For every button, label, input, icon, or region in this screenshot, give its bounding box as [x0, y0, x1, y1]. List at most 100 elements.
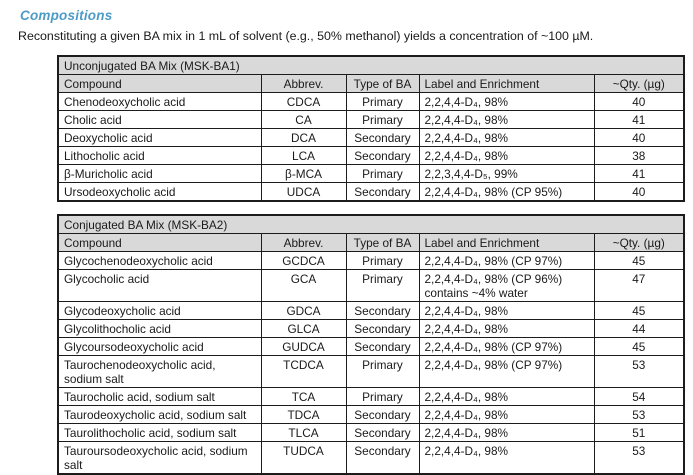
label-cell: 2,2,4,4-D₄, 98% (CP 96%) contains ~4% wa… [418, 269, 595, 302]
abbrev-cell: GDCA [260, 301, 347, 320]
compound-cell: Glycodeoxycholic acid [57, 301, 262, 320]
table-conjugated-ba-mix: Conjugated BA Mix (MSK-BA2) Compound Abb… [57, 214, 686, 475]
compound-cell: Glycoursodeoxycholic acid [57, 337, 262, 356]
type-cell: Primary [345, 110, 420, 129]
page-title: Compositions [20, 8, 113, 23]
compound-cell: Taurodeoxycholic acid, sodium salt [57, 405, 262, 424]
intro-text: Reconstituting a given BA mix in 1 mL of… [18, 29, 594, 43]
type-cell: Primary [345, 92, 420, 111]
col-header-qty: ~Qty. (µg) [593, 233, 685, 252]
compound-cell: Taurocholic acid, sodium salt [57, 387, 262, 406]
type-cell: Secondary [345, 405, 420, 424]
abbrev-cell: GCDCA [260, 251, 347, 270]
col-header-compound: Compound [57, 74, 262, 93]
label-cell: 2,2,4,4-D₄, 98% [418, 110, 595, 129]
qty-cell: 54 [593, 387, 685, 406]
qty-cell: 51 [593, 423, 685, 442]
qty-cell: 44 [593, 319, 685, 338]
abbrev-cell: TUDCA [260, 441, 347, 475]
qty-cell: 45 [593, 337, 685, 356]
col-header-type-of-ba: Type of BA [345, 74, 420, 93]
table-row: Glycochenodeoxycholic acid GCDCA Primary 2,… [57, 251, 685, 270]
abbrev-cell: UDCA [260, 182, 347, 202]
qty-cell: 41 [593, 110, 685, 129]
table-header-row: Compound Abbrev. Type of BA Label and En… [57, 233, 685, 252]
abbrev-cell: GCA [260, 269, 347, 302]
table-row: Taurocholic acid, sodium salt TCA Primary 2… [57, 387, 685, 406]
type-cell: Secondary [345, 146, 420, 165]
table-row: Chenodeoxycholic acid CDCA Primary 2,2,4,4-… [57, 92, 685, 111]
compound-cell: Glycolithocholic acid [57, 319, 262, 338]
table-title-row: Unconjugated BA Mix (MSK-BA1) [57, 55, 685, 75]
table-header-row: Compound Abbrev. Type of BA Label and En… [57, 74, 685, 93]
table-row: Taurodeoxycholic acid, sodium salt TDCA Se… [57, 405, 685, 424]
abbrev-cell: DCA [260, 128, 347, 147]
compound-cell: Glycochenodeoxycholic acid [57, 251, 262, 270]
label-cell: 2,2,4,4-D₄, 98% (CP 95%) [418, 182, 595, 202]
table-row: Glycodeoxycholic acid GDCA Secondary 2,2,4,… [57, 301, 685, 320]
type-cell: Secondary [345, 128, 420, 147]
abbrev-cell: LCA [260, 146, 347, 165]
col-header-type-of-ba: Type of BA [345, 233, 420, 252]
label-cell: 2,2,4,4-D₄, 98% [418, 387, 595, 406]
type-cell: Primary [345, 164, 420, 183]
label-cell: 2,2,4,4-D₄, 98% (CP 97%) [418, 355, 595, 388]
qty-cell: 40 [593, 92, 685, 111]
label-cell: 2,2,3,4,4-D₅, 99% [418, 164, 595, 183]
abbrev-cell: CA [260, 110, 347, 129]
qty-cell: 40 [593, 182, 685, 202]
label-cell: 2,2,4,4-D₄, 98% [418, 441, 595, 475]
label-cell: 2,2,4,4-D₄, 98% (CP 97%) [418, 251, 595, 270]
type-cell: Primary [345, 269, 420, 302]
type-cell: Primary [345, 387, 420, 406]
qty-cell: 45 [593, 301, 685, 320]
label-cell: 2,2,4,4-D₄, 98% [418, 319, 595, 338]
col-header-label-enrichment: Label and Enrichment [418, 233, 595, 252]
qty-cell: 40 [593, 128, 685, 147]
compound-cell: Deoxycholic acid [57, 128, 262, 147]
col-header-abbrev: Abbrev. [260, 74, 347, 93]
abbrev-cell: TDCA [260, 405, 347, 424]
abbrev-cell: TLCA [260, 423, 347, 442]
type-cell: Secondary [345, 337, 420, 356]
table-title-row: Conjugated BA Mix (MSK-BA2) [57, 214, 685, 234]
type-cell: Secondary [345, 319, 420, 338]
compound-cell: Taurolithocholic acid, sodium salt [57, 423, 262, 442]
label-cell: 2,2,4,4-D₄, 98% [418, 405, 595, 424]
table-row: Deoxycholic acid DCA Secondary 2,2,4,4-D₄, … [57, 128, 685, 147]
label-cell: 2,2,4,4-D₄, 98% [418, 146, 595, 165]
type-cell: Secondary [345, 301, 420, 320]
table-row: Taurochenodeoxycholic acid, sodium salt T… [57, 355, 685, 388]
qty-cell: 47 [593, 269, 685, 302]
label-cell: 2,2,4,4-D₄, 98% [418, 92, 595, 111]
abbrev-cell: β-MCA [260, 164, 347, 183]
col-header-abbrev: Abbrev. [260, 233, 347, 252]
abbrev-cell: GLCA [260, 319, 347, 338]
table-row: Glycolithocholic acid GLCA Secondary 2,2,4,… [57, 319, 685, 338]
label-cell: 2,2,4,4-D₄, 98% [418, 423, 595, 442]
qty-cell: 53 [593, 355, 685, 388]
qty-cell: 53 [593, 405, 685, 424]
col-header-qty: ~Qty. (µg) [593, 74, 685, 93]
qty-cell: 38 [593, 146, 685, 165]
compound-cell: Glycocholic acid [57, 269, 262, 302]
label-cell: 2,2,4,4-D₄, 98% (CP 97%) [418, 337, 595, 356]
label-cell: 2,2,4,4-D₄, 98% [418, 301, 595, 320]
compound-cell: β-Muricholic acid [57, 164, 262, 183]
compound-cell: Ursodeoxycholic acid [57, 182, 262, 202]
table-row: Glycoursodeoxycholic acid GUDCA Secondary 2… [57, 337, 685, 356]
table-row: β-Muricholic acid β-MCA Primary 2,2,3,4,4-D… [57, 164, 685, 183]
table-row: Cholic acid CA Primary 2,2,4,4-D₄, 98% 41 [57, 110, 685, 129]
abbrev-cell: CDCA [260, 92, 347, 111]
abbrev-cell: TCA [260, 387, 347, 406]
table-row: Ursodeoxycholic acid UDCA Secondary 2,2,4,4… [57, 182, 685, 202]
qty-cell: 41 [593, 164, 685, 183]
type-cell: Secondary [345, 182, 420, 202]
abbrev-cell: TCDCA [260, 355, 347, 388]
qty-cell: 45 [593, 251, 685, 270]
table-title: Unconjugated BA Mix (MSK-BA1) [57, 55, 685, 75]
table-row: Glycocholic acid GCA Primary 2,2,4,4-D₄, 98… [57, 269, 685, 302]
type-cell: Primary [345, 251, 420, 270]
table-unconjugated-ba-mix: Unconjugated BA Mix (MSK-BA1) Compound A… [57, 55, 686, 202]
